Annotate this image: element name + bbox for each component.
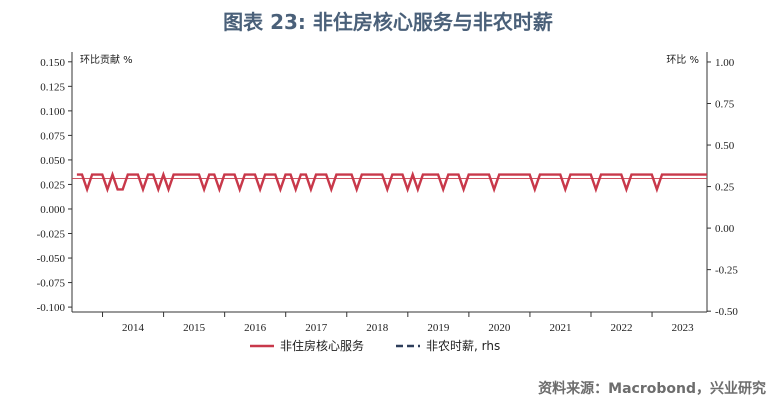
- left-tick-label: -0.075: [37, 278, 66, 290]
- left-unit-label: 环比贡献 %: [80, 53, 133, 66]
- right-tick-label: 0.25: [715, 182, 735, 194]
- right-unit-label: 环比 %: [666, 54, 699, 66]
- left-tick-label: 0.075: [40, 130, 65, 142]
- x-tick-label: 2020: [488, 322, 511, 334]
- right-tick-label: -0.25: [715, 265, 738, 277]
- right-tick-label: 0.75: [715, 99, 735, 111]
- x-tick-label: 2015: [183, 322, 206, 334]
- left-tick-label: 0.150: [40, 57, 65, 69]
- left-tick-label: 0.100: [40, 106, 65, 118]
- left-tick-label: -0.050: [37, 253, 66, 265]
- x-tick-label: 2022: [611, 322, 633, 334]
- left-tick-label: 0.000: [40, 204, 65, 216]
- x-tick-label: 2017: [305, 322, 328, 334]
- x-tick-label: 2014: [122, 322, 145, 334]
- x-tick-label: 2021: [549, 322, 571, 334]
- x-tick-label: 2023: [672, 322, 695, 334]
- x-tick-label: 2016: [244, 322, 267, 334]
- x-tick-label: 2019: [427, 322, 450, 334]
- chart-legend: 非住房核心服务 非农时薪, rhs: [250, 338, 500, 353]
- left-tick-label: 0.050: [40, 155, 65, 167]
- chart-plot-area: [72, 170, 707, 194]
- left-tick-label: 0.125: [40, 81, 65, 93]
- chart-axes: 0.150 0.125 0.100 0.075 0.050 0.025 0.000 -0.02…: [37, 52, 738, 334]
- right-tick-label: 1.00: [715, 57, 735, 69]
- right-tick-label: 0.00: [715, 223, 735, 235]
- page-title: 图表 23: 非住房核心服务与非农时薪: [223, 10, 553, 34]
- legend-label-core-services: 非住房核心服务: [280, 338, 364, 353]
- left-tick-label: -0.100: [37, 302, 66, 314]
- series-core-services-line: [76, 170, 707, 194]
- right-tick-label: -0.50: [715, 306, 738, 318]
- source-note: 资料来源：Macrobond，兴业研究: [538, 381, 766, 397]
- right-tick-label: 0.50: [715, 140, 735, 152]
- left-tick-label: -0.025: [37, 229, 66, 241]
- x-tick-label: 2018: [366, 322, 389, 334]
- left-tick-label: 0.025: [40, 179, 65, 191]
- legend-label-hourly-earnings: 非农时薪, rhs: [426, 339, 500, 353]
